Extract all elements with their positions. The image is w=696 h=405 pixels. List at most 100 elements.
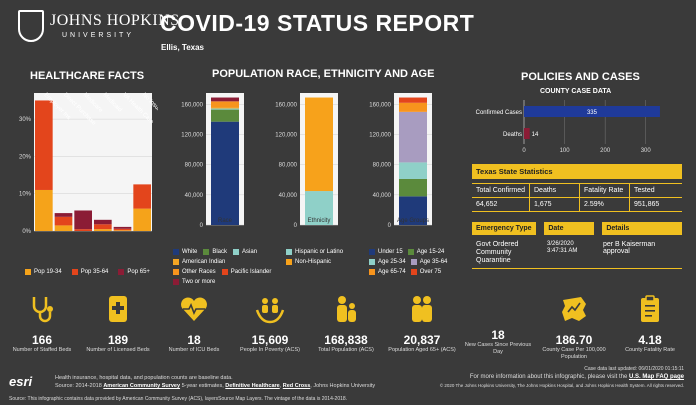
x-tick-label: 300 [641,148,652,154]
stat-icu-beds: 18 Number of ICU Beds [156,294,232,361]
stats-row: 166 Number of Staffed Beds 189 Number of… [0,294,696,361]
redcross-link[interactable]: Red Cross [282,383,311,389]
x-tick-label: 100 [560,148,571,154]
updated-label: Case data last updated: 06/01/2020 01:15… [584,366,684,372]
elderly-icon [412,296,432,322]
emergency-header: Date [544,222,595,235]
legend-item: Age 15-24 [407,249,445,255]
emergency-table: Emergency Type Date Details Govt Ordered… [472,222,682,270]
bar-segment [74,210,92,230]
stat-value: 1,675 [530,198,580,211]
y-tick-label: 0 [200,223,204,229]
population-title: POPULATION RACE, ETHNICITY AND AGE [212,68,435,80]
legend-item: Pop 35-64 [71,269,109,275]
legend-label: Two or more [182,279,216,285]
legend-label: Pop 35-64 [80,269,109,275]
location-label: Ellis, Texas [161,43,204,52]
footer-source: Source: 2014-2018 American Community Sur… [55,383,376,389]
legend-label: American Indian [182,259,226,265]
stat-value: 951,865 [634,201,660,208]
legend-item: Pacific Islander [221,269,272,275]
bar-segment [94,219,112,225]
more-info: For more information about this infograp… [469,374,684,380]
bar [524,128,530,139]
legend-item: Black [203,249,227,255]
bar-segment [54,213,73,217]
y-tick-label: 80,000 [185,163,204,169]
heartbeat-icon [181,297,207,321]
legend-swatch [25,269,31,275]
y-tick-label: 40,000 [279,193,298,199]
legend-label: Hispanic or Latino [295,249,344,255]
emergency-details: per B Kaiserman approval [603,241,656,255]
bar-segment [211,97,239,102]
legend-item: Non-Hispanic [286,259,361,265]
bar-segment [211,101,239,108]
acs-link[interactable]: American Community Survey [103,383,181,389]
legend-swatch [173,269,179,275]
x-tick-label: 0 [522,148,526,154]
y-tick-label: 40,000 [185,193,204,199]
healthcare-legend: Pop 19-34 Pop 35-64 Pop 65+ [25,269,150,275]
stat-new-cases: 18 New Cases Since Previous Day [464,328,532,355]
legend-label: Asian [242,249,258,255]
org-sub: UNIVERSITY [62,32,135,39]
faq-link[interactable]: U.S. Map FAQ page [628,374,684,380]
stat-header: Tested [634,187,655,194]
legend-item: White [173,249,197,255]
bar-segment [113,228,132,231]
y-tick-label: 120,000 [181,132,203,138]
legend-label: Pop 19-34 [34,269,62,275]
legend-item: Over 75 [410,269,442,275]
legend-item: Under 15 [369,249,403,255]
category-label: Deaths [503,132,522,138]
legend-item: Pop 19-34 [25,269,62,275]
hands-people-icon [255,298,285,324]
clipboard-icon [641,295,659,322]
stat-fatality-rate: 4.18 County Fatality Rate [612,294,688,361]
category-label: Ethnicity [308,218,331,224]
ethnicity-legend: Hispanic or Latino Non-Hispanic [286,249,361,265]
legend-item: Other Races [173,269,216,275]
bar-segment [113,230,132,231]
x-tick-label: 200 [600,148,611,154]
bar-segment [133,184,151,209]
category-label: Age Groups [397,218,429,224]
legend-label: Non-Hispanic [295,259,332,265]
emergency-header: Emergency Type [472,222,537,235]
definitive-link[interactable]: Definitive Healthcare [225,383,280,389]
bar-segment [94,229,112,231]
bar-segment [399,178,427,197]
stat-header: Deaths [530,184,580,197]
bar-segment [211,108,239,110]
legend-item: Hispanic or Latino [286,249,361,255]
stat-total-population: 168,838 Total Population (ACS) [308,294,384,361]
legend-label: Over 75 [419,269,442,275]
y-tick-label: 120,000 [369,132,391,138]
race-chart: 0 40,000 80,000 120,000 160,000 Race [181,93,244,229]
legend-label: Pop 65+ [127,269,150,275]
legend-label: Age 15-24 [416,249,445,255]
legend-label: Pacific Islander [230,269,272,275]
healthcare-title: HEALTHCARE FACTS [30,70,145,82]
legend-swatch [369,249,375,255]
bar-segment [399,162,427,179]
county-case-chart: 0 100 200 300 Confirmed Cases 335 Deaths 14 [476,100,660,154]
county-case-title: COUNTY CASE DATA [540,88,612,95]
stat-header: Fatality Rate [580,184,630,197]
legend-swatch [118,269,125,275]
y-tick-label: 40,000 [373,193,392,199]
emergency-date: 3/26/2020 3:47:31 AM [547,241,578,255]
bar-segment [54,225,73,231]
stat-licensed-beds: 189 Number of Licensed Beds [80,294,156,361]
y-tick-label: 160,000 [369,102,391,108]
footer-note: Health insurance, hospital data, and pop… [55,375,233,381]
bar-segment [74,229,92,231]
legend-label: Age 25-34 [378,259,406,265]
legend-swatch [407,249,414,255]
legend-item: Pop 65+ [118,269,150,275]
emergency-type: Govt Ordered Community Quarantine [476,241,519,265]
legend-label: Age 35-64 [419,259,448,265]
shield-icon [18,10,44,42]
